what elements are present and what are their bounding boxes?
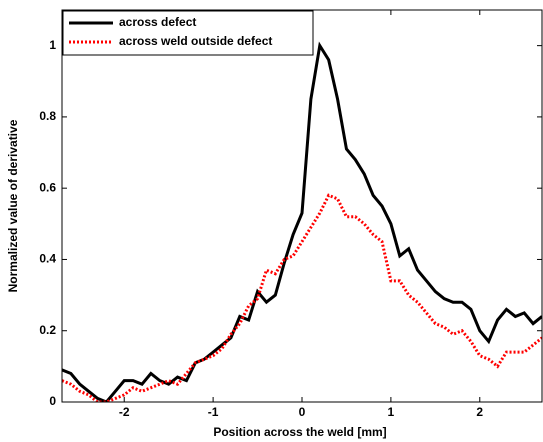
plot-frame <box>61 9 543 403</box>
y-axis-label: Normalized value of derivative <box>6 119 20 292</box>
x-axis-label: Position across the weld [mm] <box>213 425 386 439</box>
series-line <box>62 193 542 402</box>
legend-label: across defect <box>119 15 196 29</box>
y-tick-label: 0.2 <box>39 323 56 337</box>
y-tick-label: 0.6 <box>39 180 56 194</box>
y-tick-label: 0 <box>49 394 56 408</box>
y-tick-label: 0.8 <box>39 109 56 123</box>
legend-box <box>62 10 314 56</box>
x-tick-label: -1 <box>208 405 219 419</box>
x-tick-label: -2 <box>119 405 130 419</box>
x-tick-label: 0 <box>299 405 306 419</box>
x-tick-label: 2 <box>476 405 483 419</box>
y-tick-label: 0.4 <box>39 252 56 266</box>
legend-label: across weld outside defect <box>119 34 272 48</box>
y-tick-label: 1 <box>49 38 56 52</box>
series-line <box>62 41 542 402</box>
x-tick-label: 1 <box>388 405 395 419</box>
